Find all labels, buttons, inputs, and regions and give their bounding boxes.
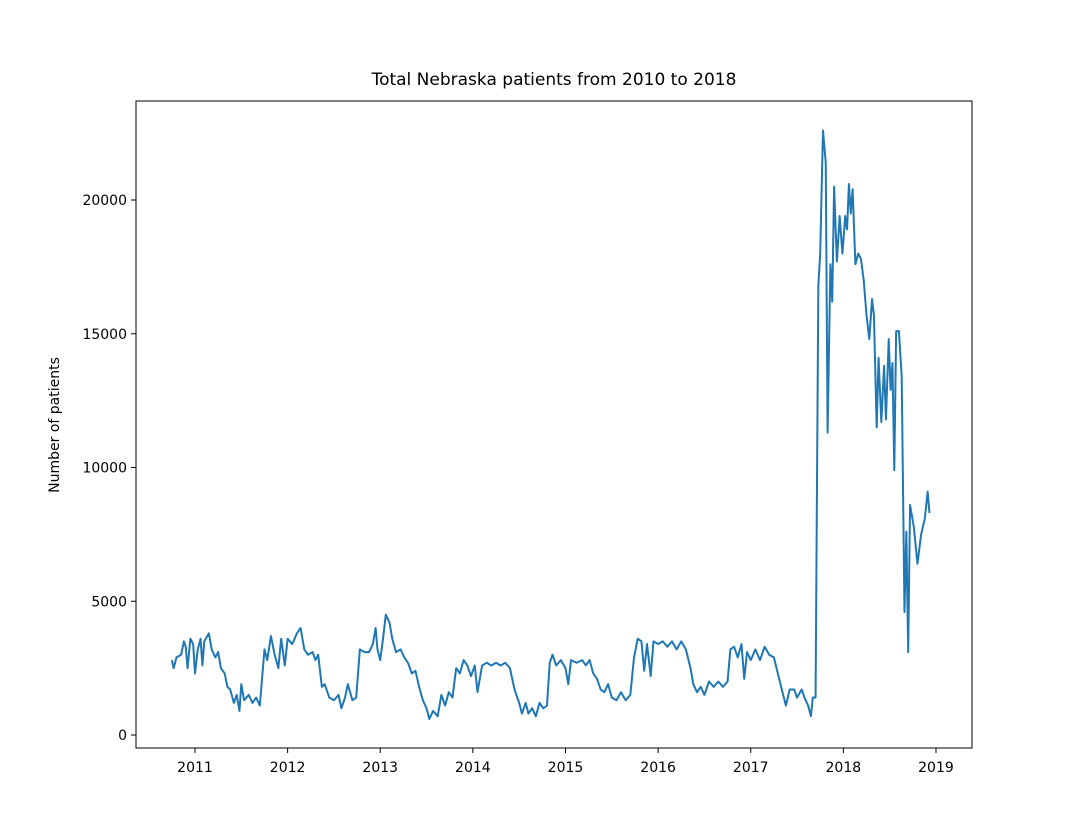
x-tick-label: 2018 bbox=[826, 760, 862, 776]
x-tick-label: 2011 bbox=[177, 760, 213, 776]
x-tick-label: 2017 bbox=[733, 760, 769, 776]
x-tick-label: 2016 bbox=[640, 760, 676, 776]
x-tick-label: 2019 bbox=[918, 760, 954, 776]
y-tick-label: 20000 bbox=[82, 193, 127, 209]
chart-title: Total Nebraska patients from 2010 to 201… bbox=[371, 70, 737, 90]
y-axis-label: Number of patients bbox=[47, 357, 63, 493]
y-tick-label: 0 bbox=[118, 728, 127, 744]
y-tick-label: 10000 bbox=[82, 461, 127, 477]
x-tick-label: 2015 bbox=[548, 760, 584, 776]
data-line bbox=[170, 129, 931, 720]
x-tick-label: 2012 bbox=[270, 760, 306, 776]
y-tick-label: 15000 bbox=[82, 327, 127, 343]
x-tick-label: 2013 bbox=[362, 760, 398, 776]
x-tick-label: 2014 bbox=[455, 760, 491, 776]
plot-frame bbox=[135, 100, 973, 749]
y-tick-label: 5000 bbox=[91, 594, 127, 610]
